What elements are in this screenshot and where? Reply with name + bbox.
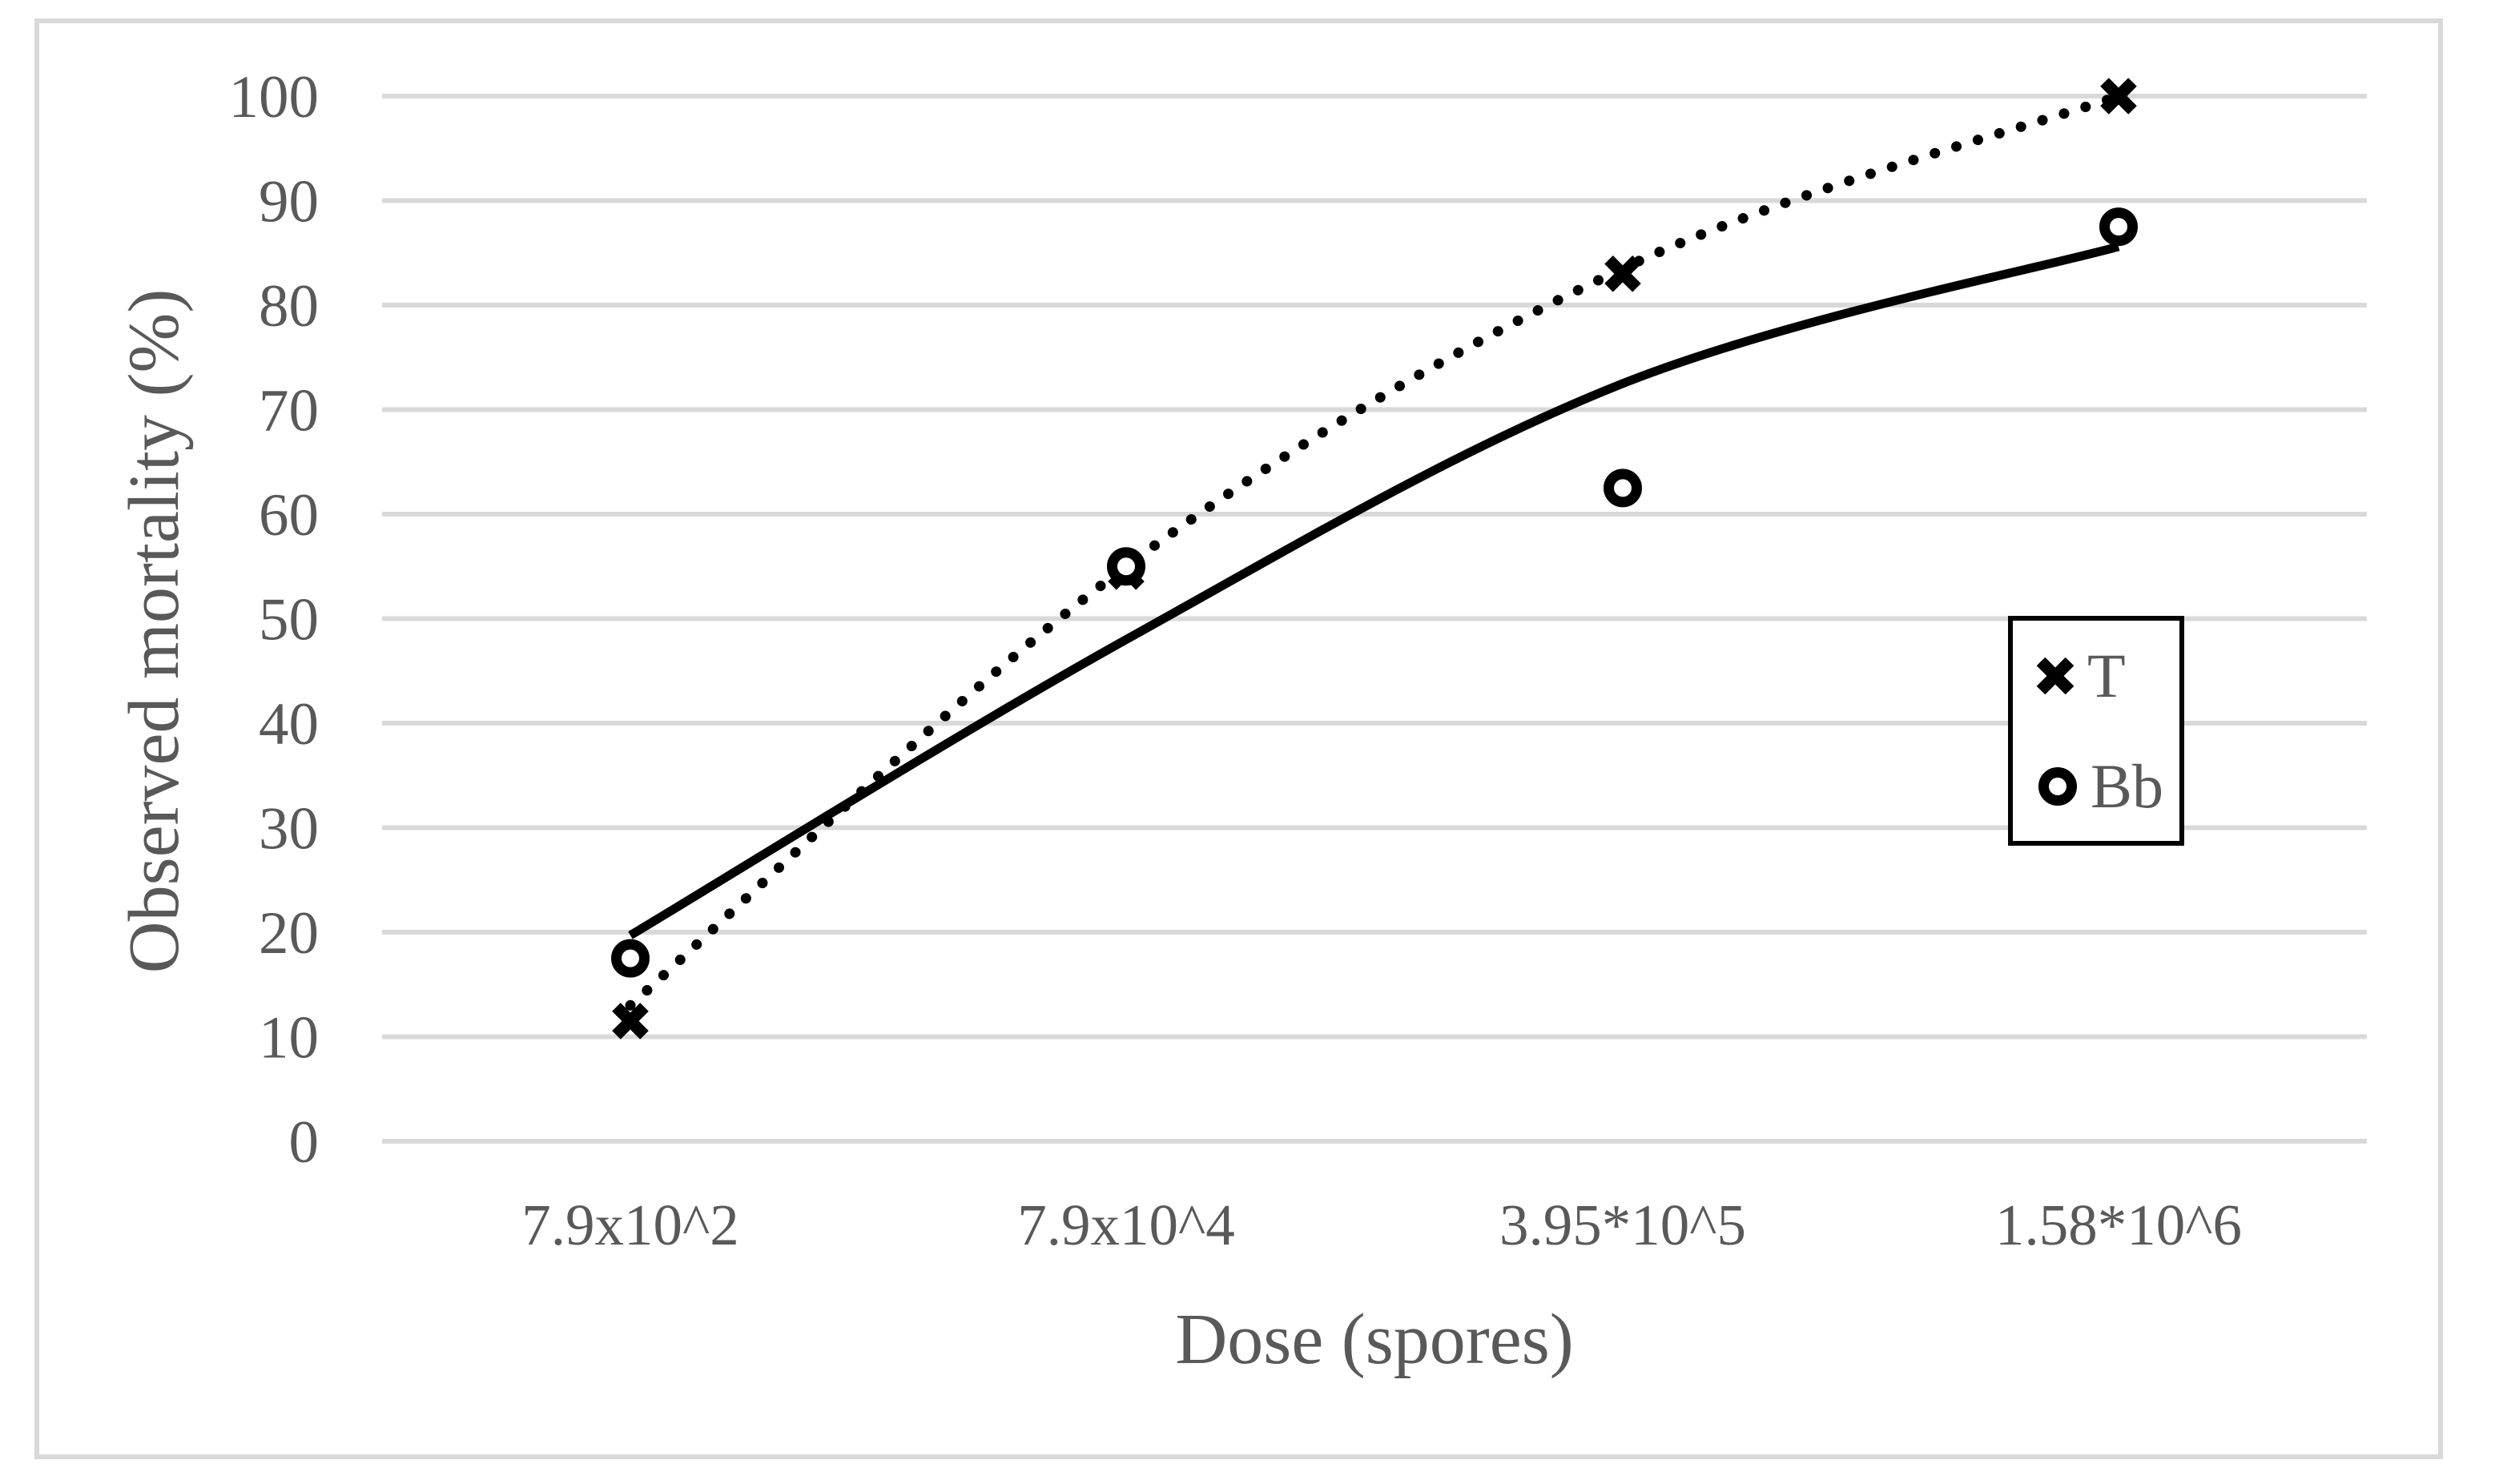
y-tick-label: 70 bbox=[259, 378, 319, 444]
legend-label-bb: Bb bbox=[2091, 751, 2163, 821]
x-marker-icon bbox=[1604, 255, 1641, 292]
t-data-point bbox=[1604, 255, 1641, 292]
circle-marker-icon bbox=[1107, 547, 1145, 586]
x-axis-title: Dose (spores) bbox=[1175, 1300, 1573, 1379]
legend-label-t: T bbox=[2087, 641, 2126, 710]
legend-box bbox=[2008, 616, 2184, 846]
x-tick-label: 3.95*10^5 bbox=[1499, 1192, 1746, 1257]
circle-marker-icon bbox=[1604, 469, 1642, 508]
bb-data-point bbox=[611, 939, 650, 978]
bb-data-point bbox=[1107, 547, 1145, 586]
circle-marker-icon bbox=[611, 939, 650, 978]
y-tick-label: 30 bbox=[259, 796, 319, 863]
x-tick-label: 1.58*10^6 bbox=[1995, 1192, 2242, 1257]
t-trendline bbox=[625, 90, 2124, 1011]
x-marker-icon bbox=[2036, 657, 2074, 695]
t-data-point bbox=[612, 1003, 649, 1040]
y-tick-label: 10 bbox=[259, 1005, 319, 1072]
y-axis-tick-labels: 0 10 20 30 40 50 60 70 80 90 100 bbox=[229, 64, 320, 1176]
y-tick-label: 40 bbox=[259, 691, 319, 758]
x-marker-icon bbox=[612, 1003, 649, 1040]
t-data-point bbox=[2100, 78, 2137, 115]
y-tick-label: 60 bbox=[259, 482, 319, 549]
legend: T Bb bbox=[2008, 616, 2184, 846]
x-axis-tick-labels: 7.9x10^2 7.9x10^4 3.95*10^5 1.58*10^6 bbox=[521, 1192, 2242, 1257]
x-marker-icon bbox=[2100, 78, 2137, 115]
x-tick-label: 7.9x10^4 bbox=[1017, 1192, 1235, 1257]
bb-data-point bbox=[1604, 469, 1642, 508]
y-tick-label: 90 bbox=[259, 169, 319, 235]
y-tick-label: 50 bbox=[259, 587, 319, 654]
x-tick-label: 7.9x10^2 bbox=[521, 1192, 739, 1257]
bb-data-point bbox=[2099, 207, 2138, 247]
y-tick-label: 20 bbox=[259, 900, 319, 967]
y-tick-label: 80 bbox=[259, 273, 319, 340]
circle-marker-icon bbox=[2099, 207, 2138, 247]
data-points-layer bbox=[611, 78, 2138, 1040]
y-axis-title: Observed mortality (%) bbox=[115, 289, 194, 974]
circle-marker-icon bbox=[2038, 767, 2077, 806]
trendlines-layer bbox=[625, 90, 2124, 1011]
bb-trendline bbox=[628, 242, 2120, 939]
y-tick-label: 0 bbox=[289, 1109, 320, 1176]
y-tick-label: 100 bbox=[229, 64, 320, 131]
